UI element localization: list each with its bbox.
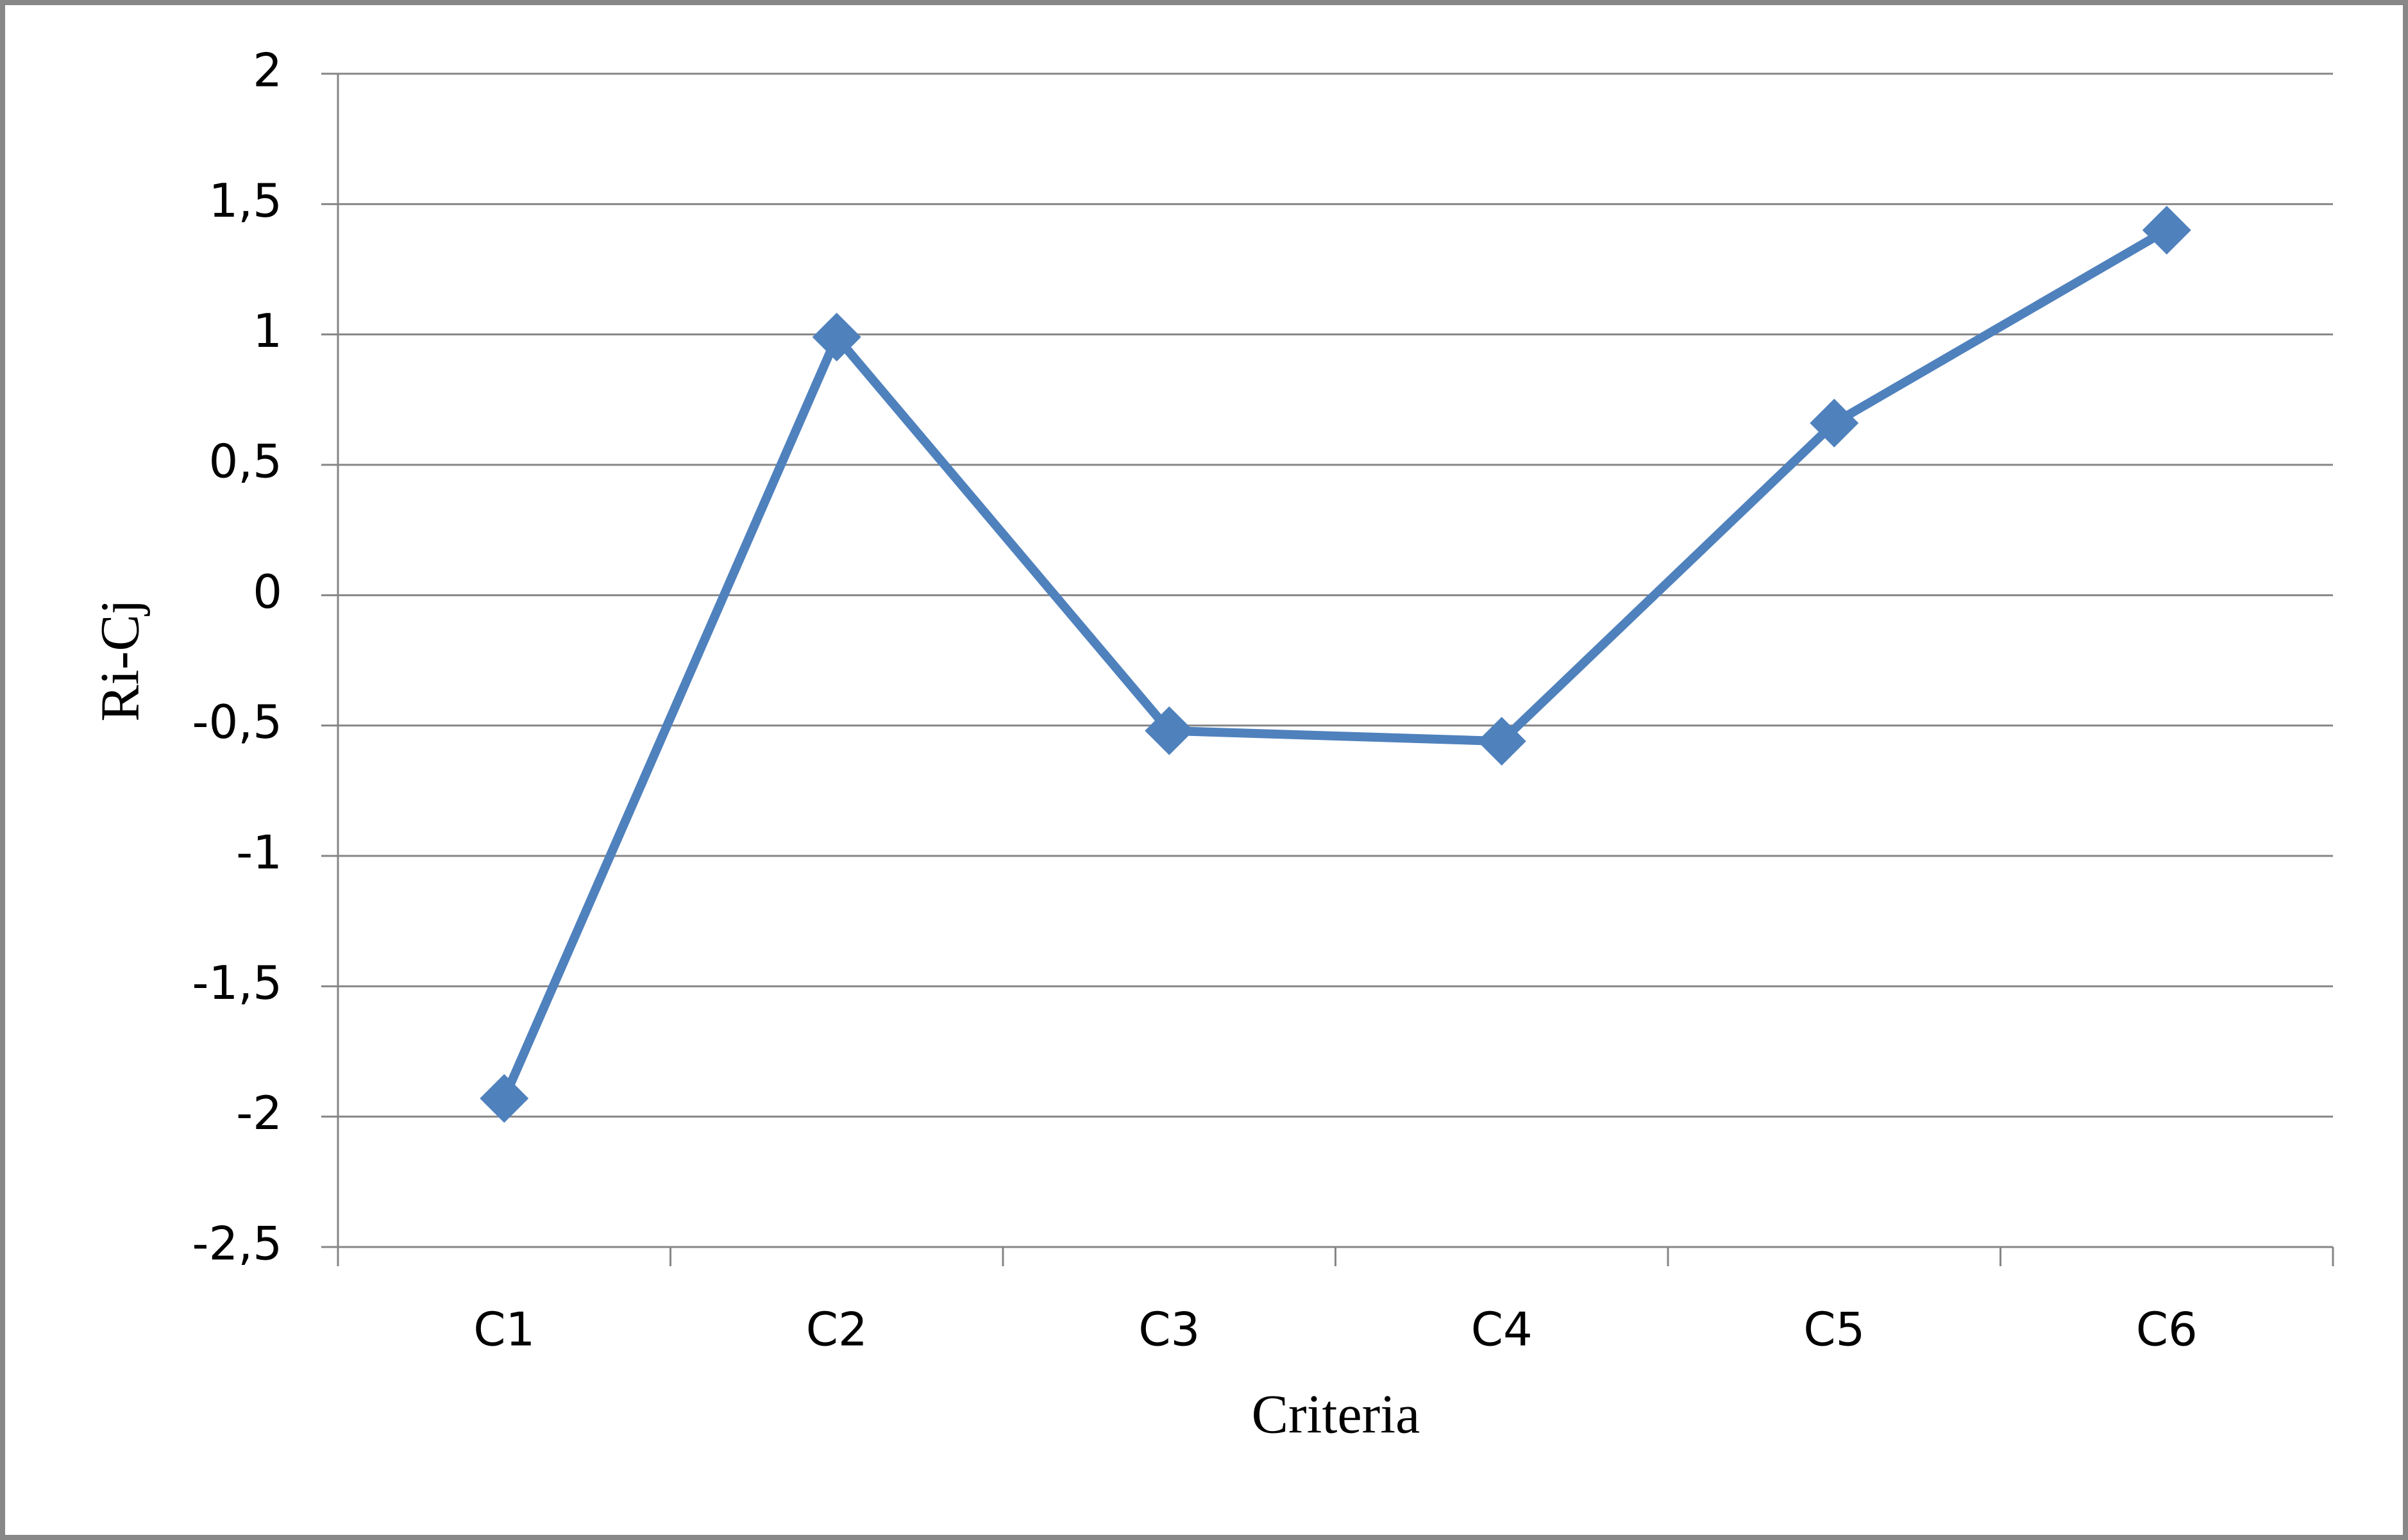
x-tick-label: C6 xyxy=(2136,1303,2198,1357)
data-marker xyxy=(812,312,861,362)
y-tick-label: 1 xyxy=(253,304,282,358)
y-tick-label: -1 xyxy=(236,826,282,880)
data-marker xyxy=(480,1074,529,1123)
y-tick-label: 0,5 xyxy=(208,435,282,489)
data-line xyxy=(500,226,2169,1101)
data-marker xyxy=(1477,717,1526,766)
x-tick-label: C1 xyxy=(473,1303,535,1357)
x-tick-label: C2 xyxy=(806,1303,868,1357)
x-tick-label: C3 xyxy=(1138,1303,1200,1357)
y-tick-label: -2 xyxy=(236,1086,282,1140)
y-tick-label: -2,5 xyxy=(192,1217,282,1271)
x-tick-label: C4 xyxy=(1471,1303,1533,1357)
data-marker xyxy=(2142,206,2191,255)
x-tick-label: C5 xyxy=(1803,1303,1865,1357)
y-tick-label: -1,5 xyxy=(192,956,282,1010)
y-tick-label: -0,5 xyxy=(192,695,282,749)
y-tick-label: 2 xyxy=(253,44,282,97)
data-marker xyxy=(1145,706,1194,755)
x-axis-title: Criteria xyxy=(1252,1384,1420,1445)
y-tick-label: 1,5 xyxy=(208,174,282,228)
y-tick-label: 0 xyxy=(253,565,282,619)
data-marker xyxy=(1810,398,1859,448)
y-axis-title: Ri-Cj xyxy=(89,599,151,721)
